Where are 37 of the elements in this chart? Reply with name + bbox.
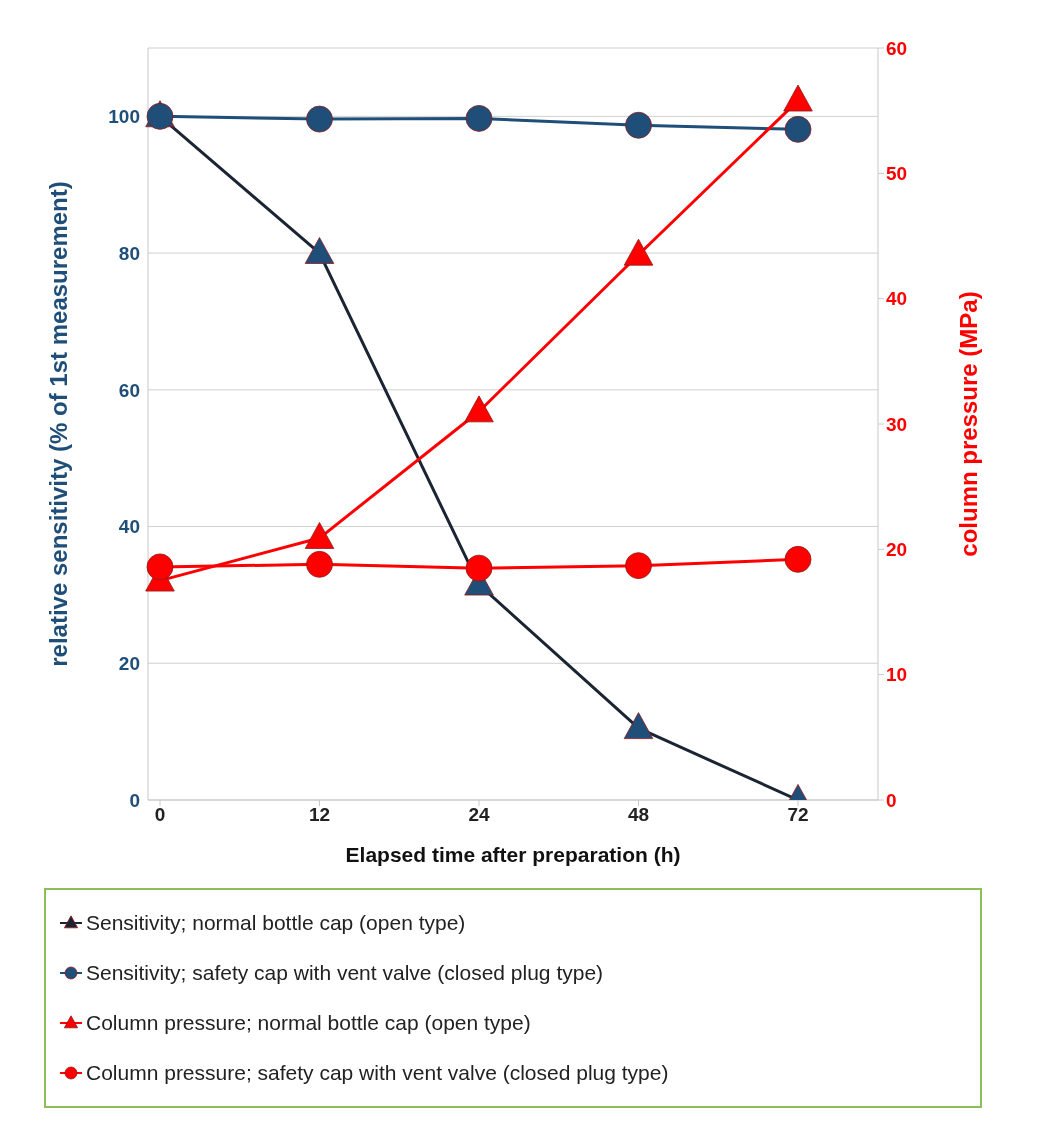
legend-label: Column pressure; safety cap with vent valve (closed plug type) xyxy=(86,1061,669,1085)
legend-label: Column pressure; normal bottle cap (open type) xyxy=(86,1011,531,1035)
x-tick-label: 72 xyxy=(787,804,809,826)
y2-tick-label: 50 xyxy=(886,163,908,185)
y2-tick-label: 60 xyxy=(886,37,908,59)
y-tick-label: 20 xyxy=(118,653,140,675)
point xyxy=(784,115,812,143)
point xyxy=(623,238,654,266)
x-tick-label: 12 xyxy=(308,804,331,826)
y-tick-label: 80 xyxy=(118,242,140,264)
y2-tick-label: 10 xyxy=(886,664,908,686)
point xyxy=(465,554,493,582)
y2-tick-label: 30 xyxy=(886,413,908,435)
x-axis-title: Elapsed time after preparation (h) xyxy=(345,843,681,866)
point xyxy=(465,105,493,132)
point xyxy=(783,84,813,112)
x-tick-label: 48 xyxy=(627,804,650,826)
y-axis-title: relative sensitivity (% of 1st measurement) xyxy=(44,181,72,667)
legend-label: Sensitivity; normal bottle cap (open type) xyxy=(86,911,466,935)
y2-axis-title: column pressure (MPa) xyxy=(954,291,982,557)
point xyxy=(464,395,494,423)
y-tick-label: 60 xyxy=(118,379,140,401)
point xyxy=(306,550,333,578)
x-tick-label: 0 xyxy=(154,804,166,826)
y-tick-label: 100 xyxy=(108,106,140,128)
legend-label: Sensitivity; safety cap with vent valve (closed plug type) xyxy=(86,961,604,985)
y2-tick-label: 0 xyxy=(886,789,897,811)
y-tick-label: 0 xyxy=(129,789,140,811)
point xyxy=(146,553,174,581)
y-tick-label: 40 xyxy=(118,516,140,538)
point xyxy=(306,105,333,133)
point xyxy=(784,545,812,573)
point xyxy=(625,552,652,580)
y2-tick-label: 40 xyxy=(886,288,908,310)
x-tick-label: 24 xyxy=(468,804,490,826)
y2-tick-label: 20 xyxy=(886,539,908,561)
point xyxy=(625,111,652,139)
